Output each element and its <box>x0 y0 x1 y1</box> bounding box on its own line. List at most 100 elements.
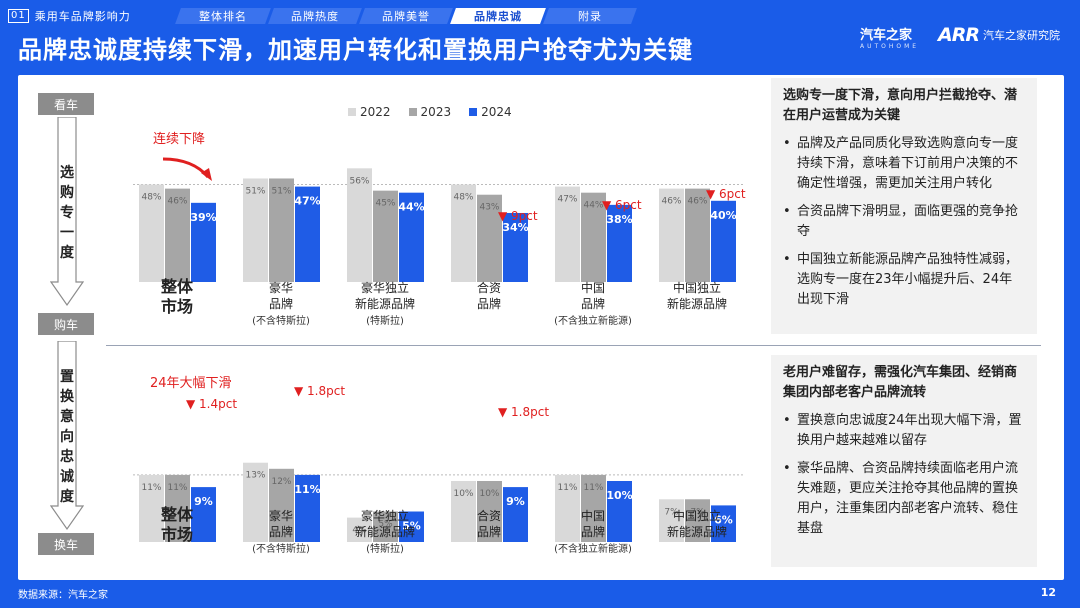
lower-vertical-label: 置换意向忠诚度 <box>60 369 74 505</box>
bar-value-label: 48% <box>141 193 161 203</box>
bar-value-label: 46% <box>167 197 187 207</box>
bar-value-label: 11% <box>294 483 320 496</box>
category-label: 新能源品牌 <box>355 524 415 539</box>
annotation-text: 连续下降 <box>153 131 205 147</box>
tab-brand-popularity[interactable]: 品牌热度 <box>268 8 362 24</box>
category-label: 中国 <box>581 508 605 523</box>
bar-2022 <box>243 462 268 542</box>
page-title: 品牌忠诚度持续下滑，加速用户转化和置换用户抢夺尤为关键 <box>18 36 693 64</box>
category-sublabel: (不含独立新能源) <box>554 542 632 555</box>
bar-value-label: 12% <box>271 477 291 487</box>
legend-item-2023: 2023 <box>408 105 451 119</box>
bar-2024 <box>399 192 424 282</box>
insight-box-upper: 选购专一度下滑，意向用户拦截抢夺、潜在用户运营成为关键 品牌及产品同质化导致选购… <box>771 78 1037 334</box>
bar-value-label: 5% <box>378 520 393 530</box>
category-sublabel: (不含独立新能源) <box>554 314 632 327</box>
bar-value-label: 9% <box>194 495 213 508</box>
bar-2024 <box>295 474 320 542</box>
category-label: 豪华独立 <box>361 280 409 295</box>
bar-value-label: 6% <box>714 513 733 526</box>
bar-2023 <box>373 511 398 542</box>
bar-2024 <box>399 511 424 542</box>
bar-2023 <box>477 194 502 282</box>
insight-bullet: 豪华品牌、合资品牌持续面临老用户流失难题，更应关注抢夺其他品牌的置换用户，注重集… <box>783 459 1025 539</box>
bar-2022 <box>451 481 476 542</box>
data-source: 数据来源：汽车之家 <box>18 590 108 601</box>
upper-vertical-label: 选购专一度 <box>60 165 74 261</box>
bar-2022 <box>659 499 684 542</box>
category-label: 豪华 <box>269 508 293 523</box>
category-label: 市场 <box>161 297 193 316</box>
bar-value-label: 48% <box>453 193 473 203</box>
research-institute-logo: ARR 汽车之家研究院 <box>938 24 1060 46</box>
bar-2023 <box>165 188 190 282</box>
change-annotation: ▼ 6pct <box>602 198 642 212</box>
insight-bullet: 中国独立新能源品牌产品独特性减弱，选购专一度在23年小幅提升后、24年出现下滑 <box>783 250 1025 310</box>
arr-logo-mark: ARR <box>938 24 980 46</box>
loyalty-bar-charts: 48%51%56%48% 47% 46%46%51%45% 43% 44% 46%39%4… <box>133 131 746 555</box>
annotation-arrowhead <box>201 168 212 181</box>
category-label: 合资 <box>477 280 501 295</box>
bar-2022 <box>139 474 164 542</box>
bar-value-label: 7% <box>690 507 705 517</box>
bar-2024 <box>503 487 528 542</box>
insight-bullet: 置换意向忠诚度24年出现大幅下滑，置换用户越来越难以留存 <box>783 411 1025 451</box>
bar-value-label: 11% <box>167 483 187 493</box>
category-label: 品牌 <box>477 297 501 311</box>
bar-2022 <box>659 188 684 282</box>
tab-overall-ranking[interactable]: 整体排名 <box>175 8 271 24</box>
bar-value-label: 11% <box>141 483 161 493</box>
bar-2022 <box>555 186 580 282</box>
bar-value-label: 38% <box>606 213 632 226</box>
bar-2023 <box>269 468 294 542</box>
bar-2024 <box>191 487 216 542</box>
category-label: 品牌 <box>477 525 501 539</box>
bar-2022 <box>139 184 164 282</box>
category-label: 品牌 <box>269 525 293 539</box>
category-label: 豪华 <box>269 280 293 295</box>
insight-heading-upper: 选购专一度下滑，意向用户拦截抢夺、潜在用户运营成为关键 <box>783 88 1018 123</box>
tab-brand-loyalty[interactable]: 品牌忠诚 <box>450 8 546 24</box>
category-sublabel: (不含特斯拉) <box>252 314 310 327</box>
bar-2023 <box>165 474 190 542</box>
bar-2024 <box>711 505 736 542</box>
bar-value-label: 11% <box>557 483 577 493</box>
bar-2023 <box>685 499 710 542</box>
category-label: 品牌 <box>269 297 293 311</box>
bar-2024 <box>711 200 736 282</box>
section-title: 乘用车品牌影响力 <box>34 10 131 23</box>
bar-value-label: 10% <box>606 489 632 502</box>
category-label: 合资 <box>477 508 501 523</box>
label-look-car: 看车 <box>38 93 94 115</box>
section-number: 01 <box>8 9 29 23</box>
annotation-arrow <box>162 157 210 178</box>
change-annotation: ▼ 1.8pct <box>498 405 549 419</box>
tab-appendix[interactable]: 附录 <box>543 8 637 24</box>
label-replace-car: 换车 <box>38 533 94 555</box>
category-label: 品牌 <box>581 525 605 539</box>
bar-value-label: 13% <box>245 471 265 481</box>
bar-value-label: 10% <box>479 489 499 499</box>
change-annotation: ▼ 9pct <box>498 209 538 223</box>
bar-2022 <box>555 474 580 542</box>
autohome-logo: 汽车之家 AUTOHOME <box>860 28 920 50</box>
change-annotation: ▼ 1.8pct <box>294 384 345 398</box>
bar-value-label: 34% <box>502 221 528 234</box>
bar-value-label: 47% <box>557 195 577 205</box>
bar-2024 <box>503 212 528 282</box>
insight-bullet: 合资品牌下滑明显，面临更强的竞争抢夺 <box>783 202 1025 242</box>
tab-brand-reputation[interactable]: 品牌美誉 <box>359 8 453 24</box>
bar-value-label: 39% <box>190 211 216 224</box>
change-annotation: ▼ 1.4pct <box>186 397 237 411</box>
bar-2022 <box>347 517 372 542</box>
category-label: 整体 <box>160 505 194 524</box>
chart-legend: 2022 2023 2024 <box>348 105 512 119</box>
bar-2023 <box>581 192 606 282</box>
bar-value-label: 51% <box>271 186 291 196</box>
bar-value-label: 47% <box>294 195 320 208</box>
category-sublabel: (特斯拉) <box>366 542 404 555</box>
content-panel: 看车 选购专一度 购车 置换意向忠诚度 换车 2022 2023 2024 48… <box>18 75 1064 580</box>
bar-value-label: 45% <box>375 199 395 209</box>
category-label: 中国独立 <box>673 508 721 523</box>
bar-value-label: 43% <box>479 203 499 213</box>
